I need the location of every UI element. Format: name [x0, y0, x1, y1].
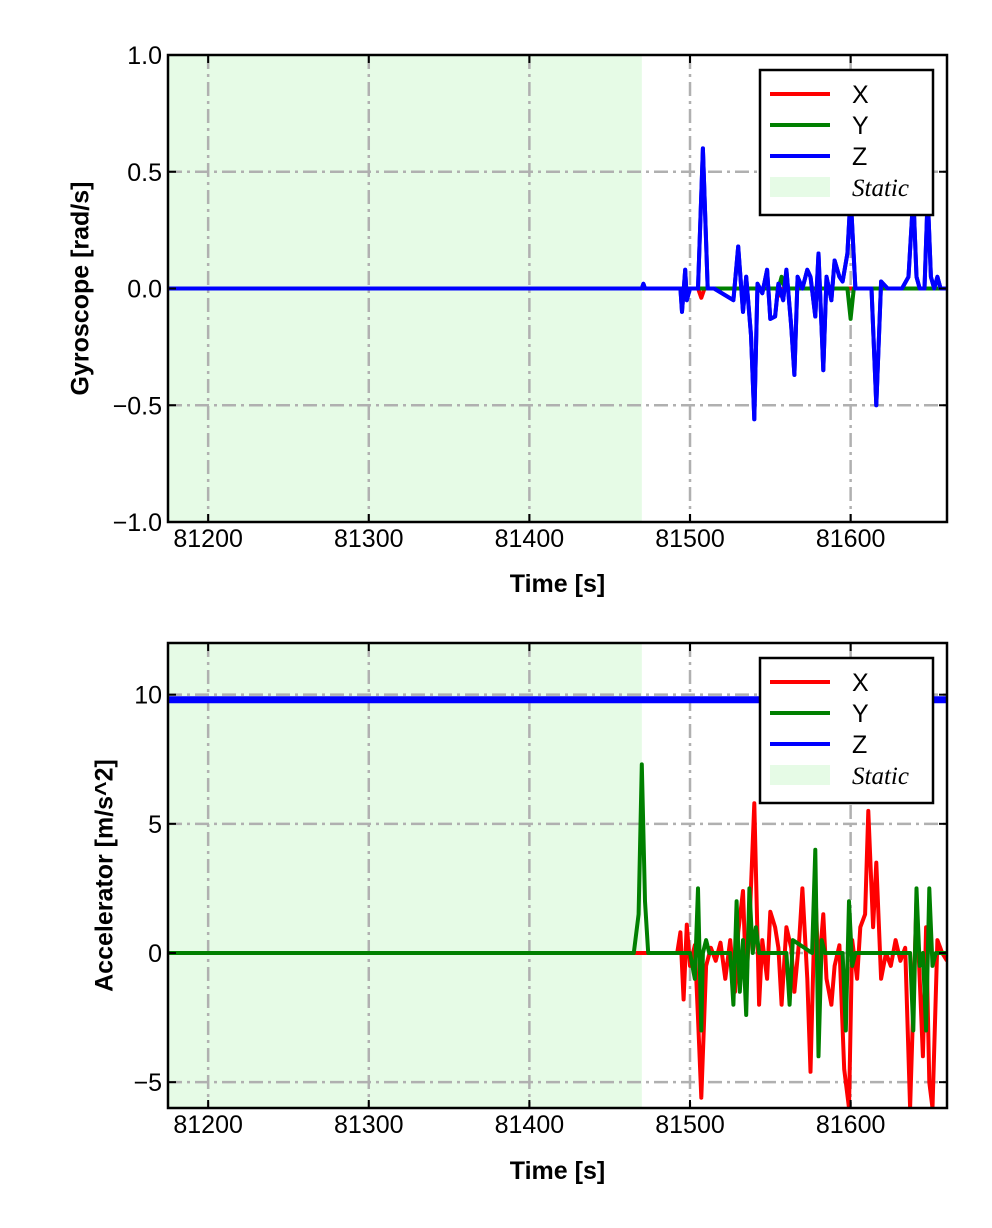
series-line-z-top — [168, 146, 947, 422]
y-axis-label: Gyroscope [rad/s] — [67, 182, 95, 396]
gyroscope-subplot: 81200 81300 81400 81500 81600 1.0 0.5 0.0 −0.5 −1… — [67, 42, 949, 598]
legend: XYZ Static — [758, 68, 935, 217]
series-line-y — [168, 762, 947, 1059]
y-tick-label: 5 — [148, 811, 162, 839]
legend-label-static: Static — [852, 175, 909, 202]
legend-static-swatch — [770, 765, 830, 785]
y-tick-label: 0.0 — [127, 276, 162, 304]
tick-marks: 81200 81300 81400 81500 81600 1.0 0.5 0.0 −0.5 −1… — [113, 42, 947, 553]
y-tick-label: 0.5 — [127, 159, 162, 187]
tick-marks: 81200 81300 81400 81500 81600 10 5 0 −5 — [133, 643, 947, 1139]
y-axis-label: Accelerator [m/s^2] — [91, 759, 119, 992]
legend-label-y: Y — [852, 112, 869, 140]
x-tick-label: 81600 — [816, 1111, 886, 1139]
series-lines — [168, 146, 947, 422]
y-tick-label: 0 — [148, 940, 162, 968]
x-tick-label: 81400 — [495, 525, 565, 553]
x-axis-label: Time [s] — [510, 1157, 605, 1185]
x-tick-label: 81400 — [495, 1111, 565, 1139]
x-axis-label: Time [s] — [510, 570, 605, 598]
x-tick-label: 81300 — [334, 525, 404, 553]
accelerator-subplot: 81200 81300 81400 81500 81600 10 5 0 −5 Time [s]… — [91, 641, 949, 1185]
series-line-x — [168, 801, 947, 1108]
y-tick-label: −0.5 — [113, 392, 162, 420]
x-tick-label: 81200 — [173, 1111, 243, 1139]
x-tick-label: 81500 — [655, 525, 725, 553]
plot-frame — [166, 641, 949, 1110]
y-tick-label: −5 — [133, 1069, 162, 1097]
y-tick-label: 1.0 — [127, 42, 162, 70]
legend-label-y: Y — [852, 700, 869, 728]
legend: XYZ Static — [758, 656, 935, 805]
legend-label-z: Z — [852, 143, 867, 171]
y-tick-label: 10 — [134, 682, 162, 710]
legend-label-z: Z — [852, 731, 867, 759]
x-tick-label: 81500 — [655, 1111, 725, 1139]
x-tick-label: 81200 — [173, 525, 243, 553]
legend-static-swatch — [770, 177, 830, 197]
x-tick-label: 81600 — [816, 525, 886, 553]
legend-label-static: Static — [852, 763, 909, 790]
legend-label-x: X — [852, 669, 869, 697]
x-tick-label: 81300 — [334, 1111, 404, 1139]
static-region-shade — [168, 643, 642, 1108]
y-tick-label: −1.0 — [113, 509, 162, 537]
legend-label-x: X — [852, 81, 869, 109]
